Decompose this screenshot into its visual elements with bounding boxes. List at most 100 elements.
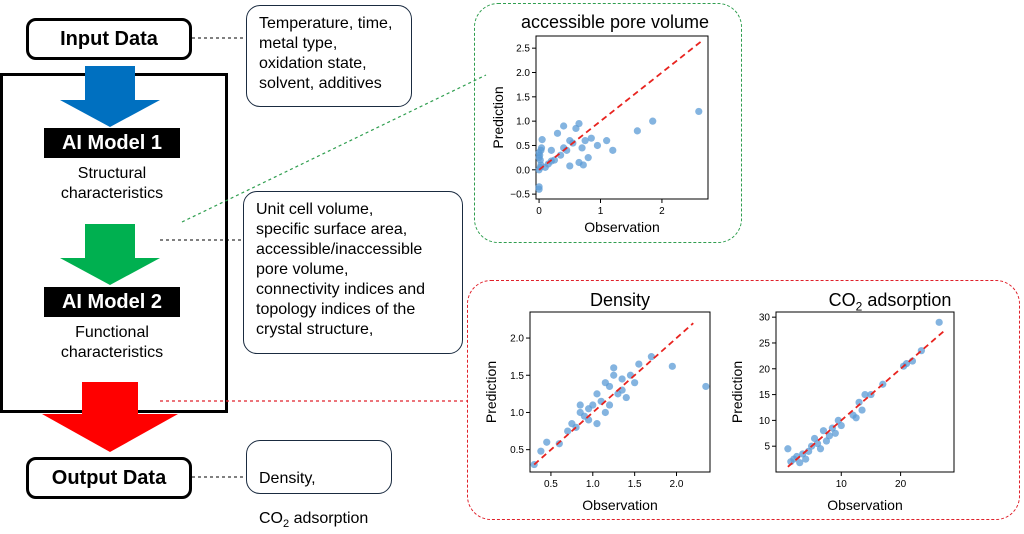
- chart2-point: [635, 360, 643, 368]
- chart1-point: [609, 146, 617, 154]
- chart3-point: [802, 455, 810, 463]
- chart1-point: [603, 137, 611, 145]
- chart3-ylabel: Prediction: [729, 361, 745, 423]
- output-data-box: Output Data: [26, 457, 192, 499]
- chart2-point: [647, 353, 655, 361]
- chart2-point: [593, 420, 601, 428]
- chart2-ytick-label: 0.5: [510, 445, 524, 456]
- chart2-xlabel: Observation: [582, 497, 657, 513]
- model2-desc: Functional characteristics: [44, 319, 180, 369]
- chart1-ytick-label: 0.0: [516, 165, 530, 176]
- model1-desc: Structural characteristics: [44, 160, 180, 210]
- chart1-point: [537, 144, 546, 152]
- chart3-point: [816, 445, 825, 453]
- chart2-fit-line: [533, 322, 694, 466]
- chart3-point: [825, 432, 834, 440]
- chart1-xtick-label: 1: [598, 206, 604, 217]
- arrow-to-model2: [60, 224, 160, 285]
- chart3-point: [784, 445, 792, 453]
- chart2-point: [576, 401, 584, 409]
- chart3-xlabel: Observation: [827, 497, 902, 513]
- chart1-point: [550, 156, 559, 164]
- chart1-point: [538, 136, 546, 144]
- chart2-point: [537, 447, 545, 455]
- chart3-title: CO2 adsorption: [828, 290, 952, 314]
- chart3-point: [796, 459, 804, 467]
- chart1-point: [553, 129, 562, 137]
- chart2-xtick-label: 1.5: [628, 479, 642, 490]
- chart2-point: [618, 375, 626, 383]
- chart2-point: [622, 393, 630, 402]
- connector-model1-chart: [181, 74, 487, 223]
- chart1-ytick-label: 1.0: [516, 117, 530, 128]
- chart3-ytick-label: 20: [759, 364, 771, 375]
- chart3-ytick-label: 5: [764, 442, 770, 453]
- chart3-ytick-label: 10: [759, 416, 771, 427]
- chart1-point: [578, 144, 586, 152]
- chart3-ytick-label: 25: [759, 338, 771, 349]
- chart2-xtick-label: 2.0: [670, 479, 684, 490]
- model1-title: AI Model 1: [44, 128, 180, 158]
- chart1-ytick-label: −0.5: [510, 190, 530, 201]
- chart2-xtick-label: 0.5: [544, 479, 558, 490]
- chart3-point: [855, 398, 863, 406]
- chart1-ylabel: Prediction: [490, 86, 506, 148]
- chart1-point: [566, 162, 574, 170]
- chart3-point: [852, 414, 860, 422]
- chart3-point: [861, 390, 869, 399]
- chart1-ytick-label: 0.5: [516, 141, 530, 152]
- chart1-ytick-label: 2.5: [516, 44, 530, 55]
- pore-volume-frame: [474, 3, 742, 243]
- chart2-xtick-label: 1.0: [586, 479, 600, 490]
- chart2-ytick-label: 2.0: [510, 334, 524, 345]
- chart3-point: [858, 406, 866, 414]
- chart3-point: [831, 429, 839, 437]
- chart2-point: [543, 438, 551, 446]
- chart3-point: [935, 318, 943, 326]
- chart3-point: [819, 427, 828, 435]
- chart1-point: [579, 161, 587, 169]
- chart1-fit-line: [538, 40, 703, 171]
- chart2-ytick-label: 1.0: [510, 408, 524, 419]
- arrow-to-model1: [60, 66, 160, 127]
- chart2-title: Density: [589, 290, 651, 310]
- chart1-point: [649, 117, 657, 125]
- chart2-ylabel: Prediction: [483, 361, 499, 423]
- chart3-fit-line: [787, 329, 946, 468]
- functional-charts-frame: [467, 280, 1020, 520]
- input-data-label: Input Data: [60, 27, 158, 50]
- chart2-point: [601, 408, 609, 417]
- output-targets-line1: Density,: [259, 470, 316, 487]
- chart1-xtick-label: 2: [659, 206, 665, 217]
- diagram-overlay: [42, 37, 487, 478]
- chart3-xtick-label: 20: [895, 479, 907, 490]
- chart3-point: [837, 421, 845, 430]
- chart1-point: [547, 146, 555, 154]
- chart1-plot-area: [535, 35, 709, 200]
- chart1-point: [581, 137, 589, 145]
- chart1-point: [593, 141, 602, 150]
- chart1-point: [575, 119, 583, 128]
- chart1-point: [587, 134, 595, 142]
- output-data-label: Output Data: [51, 466, 167, 489]
- chart1-point: [535, 183, 543, 191]
- input-parameters-note: Temperature, time, metal type, oxidation…: [246, 5, 412, 107]
- chart2-point: [610, 364, 618, 372]
- input-data-box: Input Data: [26, 18, 192, 60]
- chart1-ytick-label: 1.5: [516, 92, 530, 103]
- chart3-ytick-label: 15: [759, 390, 771, 401]
- chart2-point: [589, 401, 597, 409]
- chart2-point: [668, 362, 676, 370]
- model2-title: AI Model 2: [44, 287, 180, 317]
- chart1-title: accessible pore volume: [520, 12, 710, 32]
- chart1-xtick-label: 0: [536, 206, 542, 217]
- chart1-point: [695, 107, 703, 116]
- scatter-charts: 0 1 2 −0.5 0.0 0.5 1.0 1.5 2.0 2.5 Observation Pred…: [483, 35, 955, 513]
- chart2-point: [593, 390, 601, 398]
- chart1-ytick-label: 2.0: [516, 68, 530, 79]
- chart2-ytick-label: 1.5: [510, 371, 524, 382]
- chart2-point: [610, 371, 618, 379]
- chart2-point: [564, 427, 572, 435]
- chart2-point: [631, 379, 639, 387]
- chart3-xtick-label: 10: [836, 479, 848, 490]
